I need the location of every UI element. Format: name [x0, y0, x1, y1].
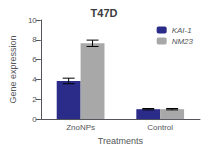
svg-text:Control: Control [147, 123, 173, 132]
svg-text:ZnoNPs: ZnoNPs [66, 123, 95, 132]
svg-text:6: 6 [32, 55, 37, 64]
svg-text:NM23: NM23 [172, 37, 194, 46]
svg-text:KAI-1: KAI-1 [172, 26, 192, 35]
svg-text:T47D: T47D [91, 7, 118, 19]
svg-text:2: 2 [32, 95, 37, 104]
svg-text:Treatments: Treatments [98, 136, 144, 146]
svg-text:10: 10 [28, 16, 37, 25]
svg-text:0: 0 [32, 115, 37, 124]
svg-text:4: 4 [32, 75, 37, 84]
svg-text:Gene expression: Gene expression [8, 36, 18, 104]
svg-text:8: 8 [32, 35, 37, 44]
